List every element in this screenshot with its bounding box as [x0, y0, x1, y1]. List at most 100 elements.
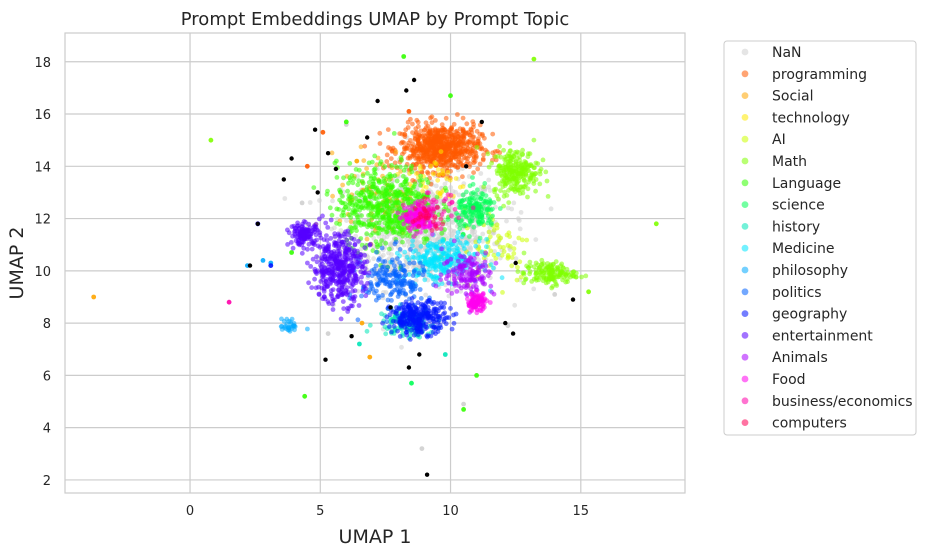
data-point — [363, 199, 368, 205]
data-point — [285, 227, 290, 233]
data-point — [379, 238, 384, 244]
legend-marker — [741, 397, 749, 405]
data-point — [517, 158, 522, 163]
data-point — [417, 317, 422, 323]
data-point — [436, 234, 442, 239]
data-point — [465, 145, 471, 151]
data-point — [393, 164, 399, 170]
data-point — [505, 243, 511, 248]
data-point — [326, 301, 332, 306]
data-point — [226, 299, 232, 305]
data-point — [393, 149, 399, 155]
data-point — [438, 149, 444, 155]
data-point — [479, 191, 485, 196]
data-point — [410, 254, 416, 260]
data-point — [467, 234, 472, 239]
y-tick-label: 4 — [43, 422, 51, 437]
data-point — [478, 196, 484, 202]
data-point — [520, 186, 526, 192]
data-point — [324, 191, 330, 197]
data-point — [413, 126, 419, 131]
data-point — [375, 98, 380, 104]
data-point — [459, 204, 465, 210]
data-point — [376, 225, 382, 231]
data-point — [470, 119, 476, 124]
data-point — [570, 297, 576, 302]
data-point — [455, 246, 461, 252]
data-point — [492, 249, 497, 254]
data-point — [430, 276, 436, 282]
data-point — [435, 205, 440, 210]
data-point — [422, 200, 428, 205]
legend-marker — [741, 353, 749, 361]
data-point — [426, 333, 431, 338]
data-point — [453, 176, 459, 181]
data-point — [305, 260, 310, 266]
data-point — [395, 256, 400, 262]
data-point — [364, 328, 370, 334]
data-point — [479, 119, 484, 125]
data-point — [434, 226, 440, 231]
data-point — [359, 274, 364, 280]
x-tick-label: 10 — [442, 504, 459, 519]
data-point — [352, 294, 358, 299]
data-point — [407, 187, 413, 193]
data-point — [328, 236, 334, 241]
data-point — [497, 144, 502, 149]
data-point — [359, 220, 365, 226]
data-point — [466, 139, 472, 145]
data-point — [535, 161, 541, 167]
data-point — [395, 210, 401, 216]
data-point — [380, 278, 386, 284]
data-point — [332, 241, 338, 246]
data-point — [329, 212, 335, 218]
data-point — [378, 179, 384, 185]
data-point — [394, 305, 399, 310]
data-point — [474, 306, 480, 312]
data-point — [410, 238, 415, 244]
data-point — [493, 260, 499, 266]
series-points — [268, 263, 459, 342]
data-point — [531, 264, 537, 270]
data-point — [477, 161, 483, 167]
data-point — [461, 155, 467, 161]
data-point — [522, 177, 527, 183]
data-point — [367, 287, 373, 292]
data-point — [496, 163, 502, 169]
data-point — [339, 200, 344, 206]
data-point — [300, 221, 305, 227]
data-point — [552, 292, 558, 297]
data-point — [480, 157, 486, 163]
data-point — [433, 161, 439, 167]
data-point — [338, 233, 344, 239]
data-point — [448, 306, 453, 311]
data-point — [358, 144, 364, 150]
data-point — [478, 171, 484, 176]
data-point — [540, 278, 546, 284]
data-point — [371, 256, 376, 262]
y-tick-label: 10 — [34, 265, 51, 280]
data-point — [415, 255, 421, 261]
data-point — [525, 194, 530, 200]
data-point — [376, 256, 382, 262]
data-point — [380, 320, 385, 326]
data-point — [434, 194, 440, 200]
data-point — [430, 301, 435, 307]
data-point — [438, 277, 443, 282]
data-point — [384, 267, 390, 273]
data-point — [386, 225, 392, 230]
data-point — [419, 177, 425, 183]
data-point — [429, 228, 435, 233]
data-point — [503, 173, 509, 179]
data-point — [410, 243, 415, 249]
legend-marker — [741, 48, 749, 56]
data-point — [330, 198, 335, 204]
legend-label: computers — [772, 416, 847, 432]
data-point — [492, 189, 497, 195]
data-point — [522, 159, 527, 164]
data-point — [321, 285, 327, 291]
data-point — [420, 264, 426, 269]
data-point — [342, 276, 348, 282]
data-point — [385, 127, 391, 132]
data-point — [445, 249, 450, 255]
